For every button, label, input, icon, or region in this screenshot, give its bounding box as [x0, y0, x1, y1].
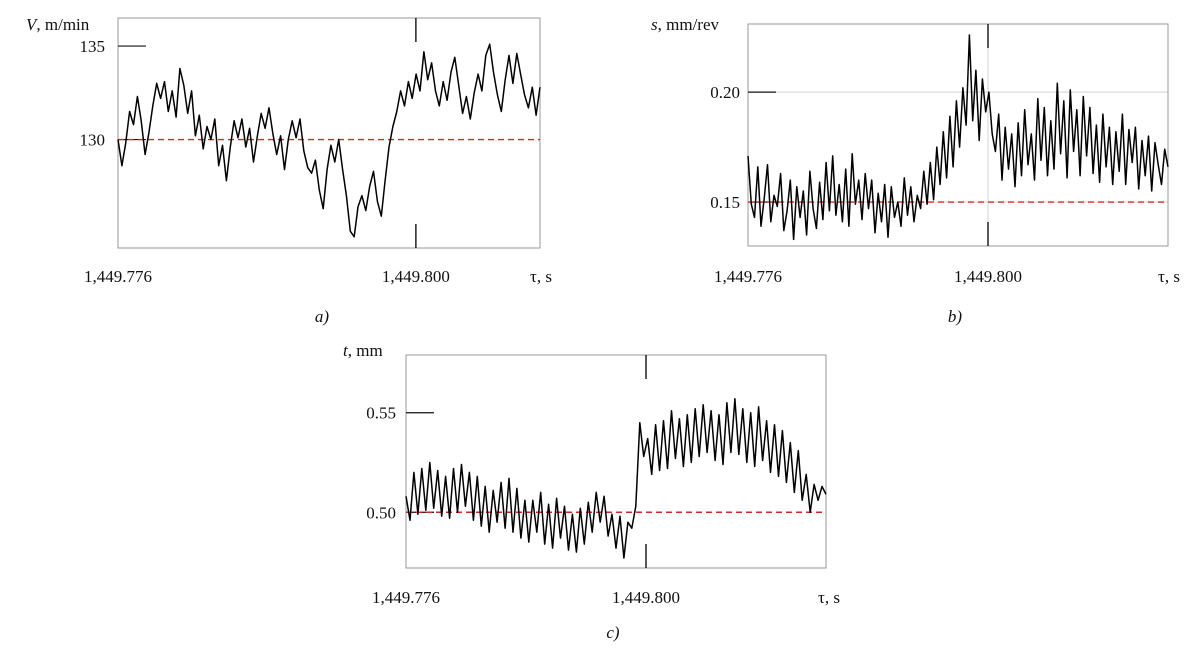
x-tick-label: 1,449.800	[612, 588, 680, 607]
y-axis-symbol: s	[651, 15, 658, 34]
panel-a: 130 135 1,449.776 1,449.800 V, m/min τ, s a)	[26, 15, 552, 326]
panel-c: 0.50 0.55 1,449.776 1,449.800 t, mm τ, s c)	[343, 341, 840, 642]
y-axis-unit: , mm/rev	[658, 15, 720, 34]
x-axis-unit: , s	[537, 267, 552, 286]
y-axis-symbol: t	[343, 341, 349, 360]
y-tick-label: 0.20	[710, 83, 740, 102]
x-axis-unit: , s	[1165, 267, 1180, 286]
x-tick-label: 1,449.800	[382, 267, 450, 286]
y-axis-title: V, m/min	[26, 15, 90, 34]
plot-area	[405, 354, 827, 569]
x-tick-label: 1,449.776	[372, 588, 440, 607]
x-axis-symbol: τ	[530, 267, 537, 286]
plot-area	[747, 23, 1169, 247]
x-axis-unit: , s	[825, 588, 840, 607]
y-axis-unit: , mm	[348, 341, 383, 360]
x-tick-label: 1,449.776	[84, 267, 152, 286]
y-tick-label: 135	[80, 37, 106, 56]
series-line	[405, 398, 827, 559]
panel-b: 0.15 0.20 1,449.776 1,449.800 s, mm/rev τ, s b…	[651, 15, 1180, 326]
x-axis-symbol: τ	[818, 588, 825, 607]
x-axis-title: τ, s	[818, 588, 840, 607]
y-tick-label: 0.55	[366, 404, 396, 423]
y-axis-title: t, mm	[343, 341, 383, 360]
y-tick-label: 0.15	[710, 193, 740, 212]
y-axis-symbol: V	[26, 15, 39, 34]
y-axis-title: s, mm/rev	[651, 15, 720, 34]
x-axis-title: τ, s	[1158, 267, 1180, 286]
series-line	[117, 43, 541, 238]
x-tick-label: 1,449.800	[954, 267, 1022, 286]
y-tick-label: 130	[80, 131, 106, 150]
panel-label: a)	[315, 307, 330, 326]
x-tick-label: 1,449.776	[714, 267, 782, 286]
series-line	[747, 34, 1169, 241]
y-tick-label: 0.50	[366, 503, 396, 522]
panel-label: c)	[606, 623, 620, 642]
panel-label: b)	[948, 307, 963, 326]
x-axis-title: τ, s	[530, 267, 552, 286]
x-axis-symbol: τ	[1158, 267, 1165, 286]
plot-area	[117, 17, 541, 249]
y-axis-unit: , m/min	[36, 15, 89, 34]
